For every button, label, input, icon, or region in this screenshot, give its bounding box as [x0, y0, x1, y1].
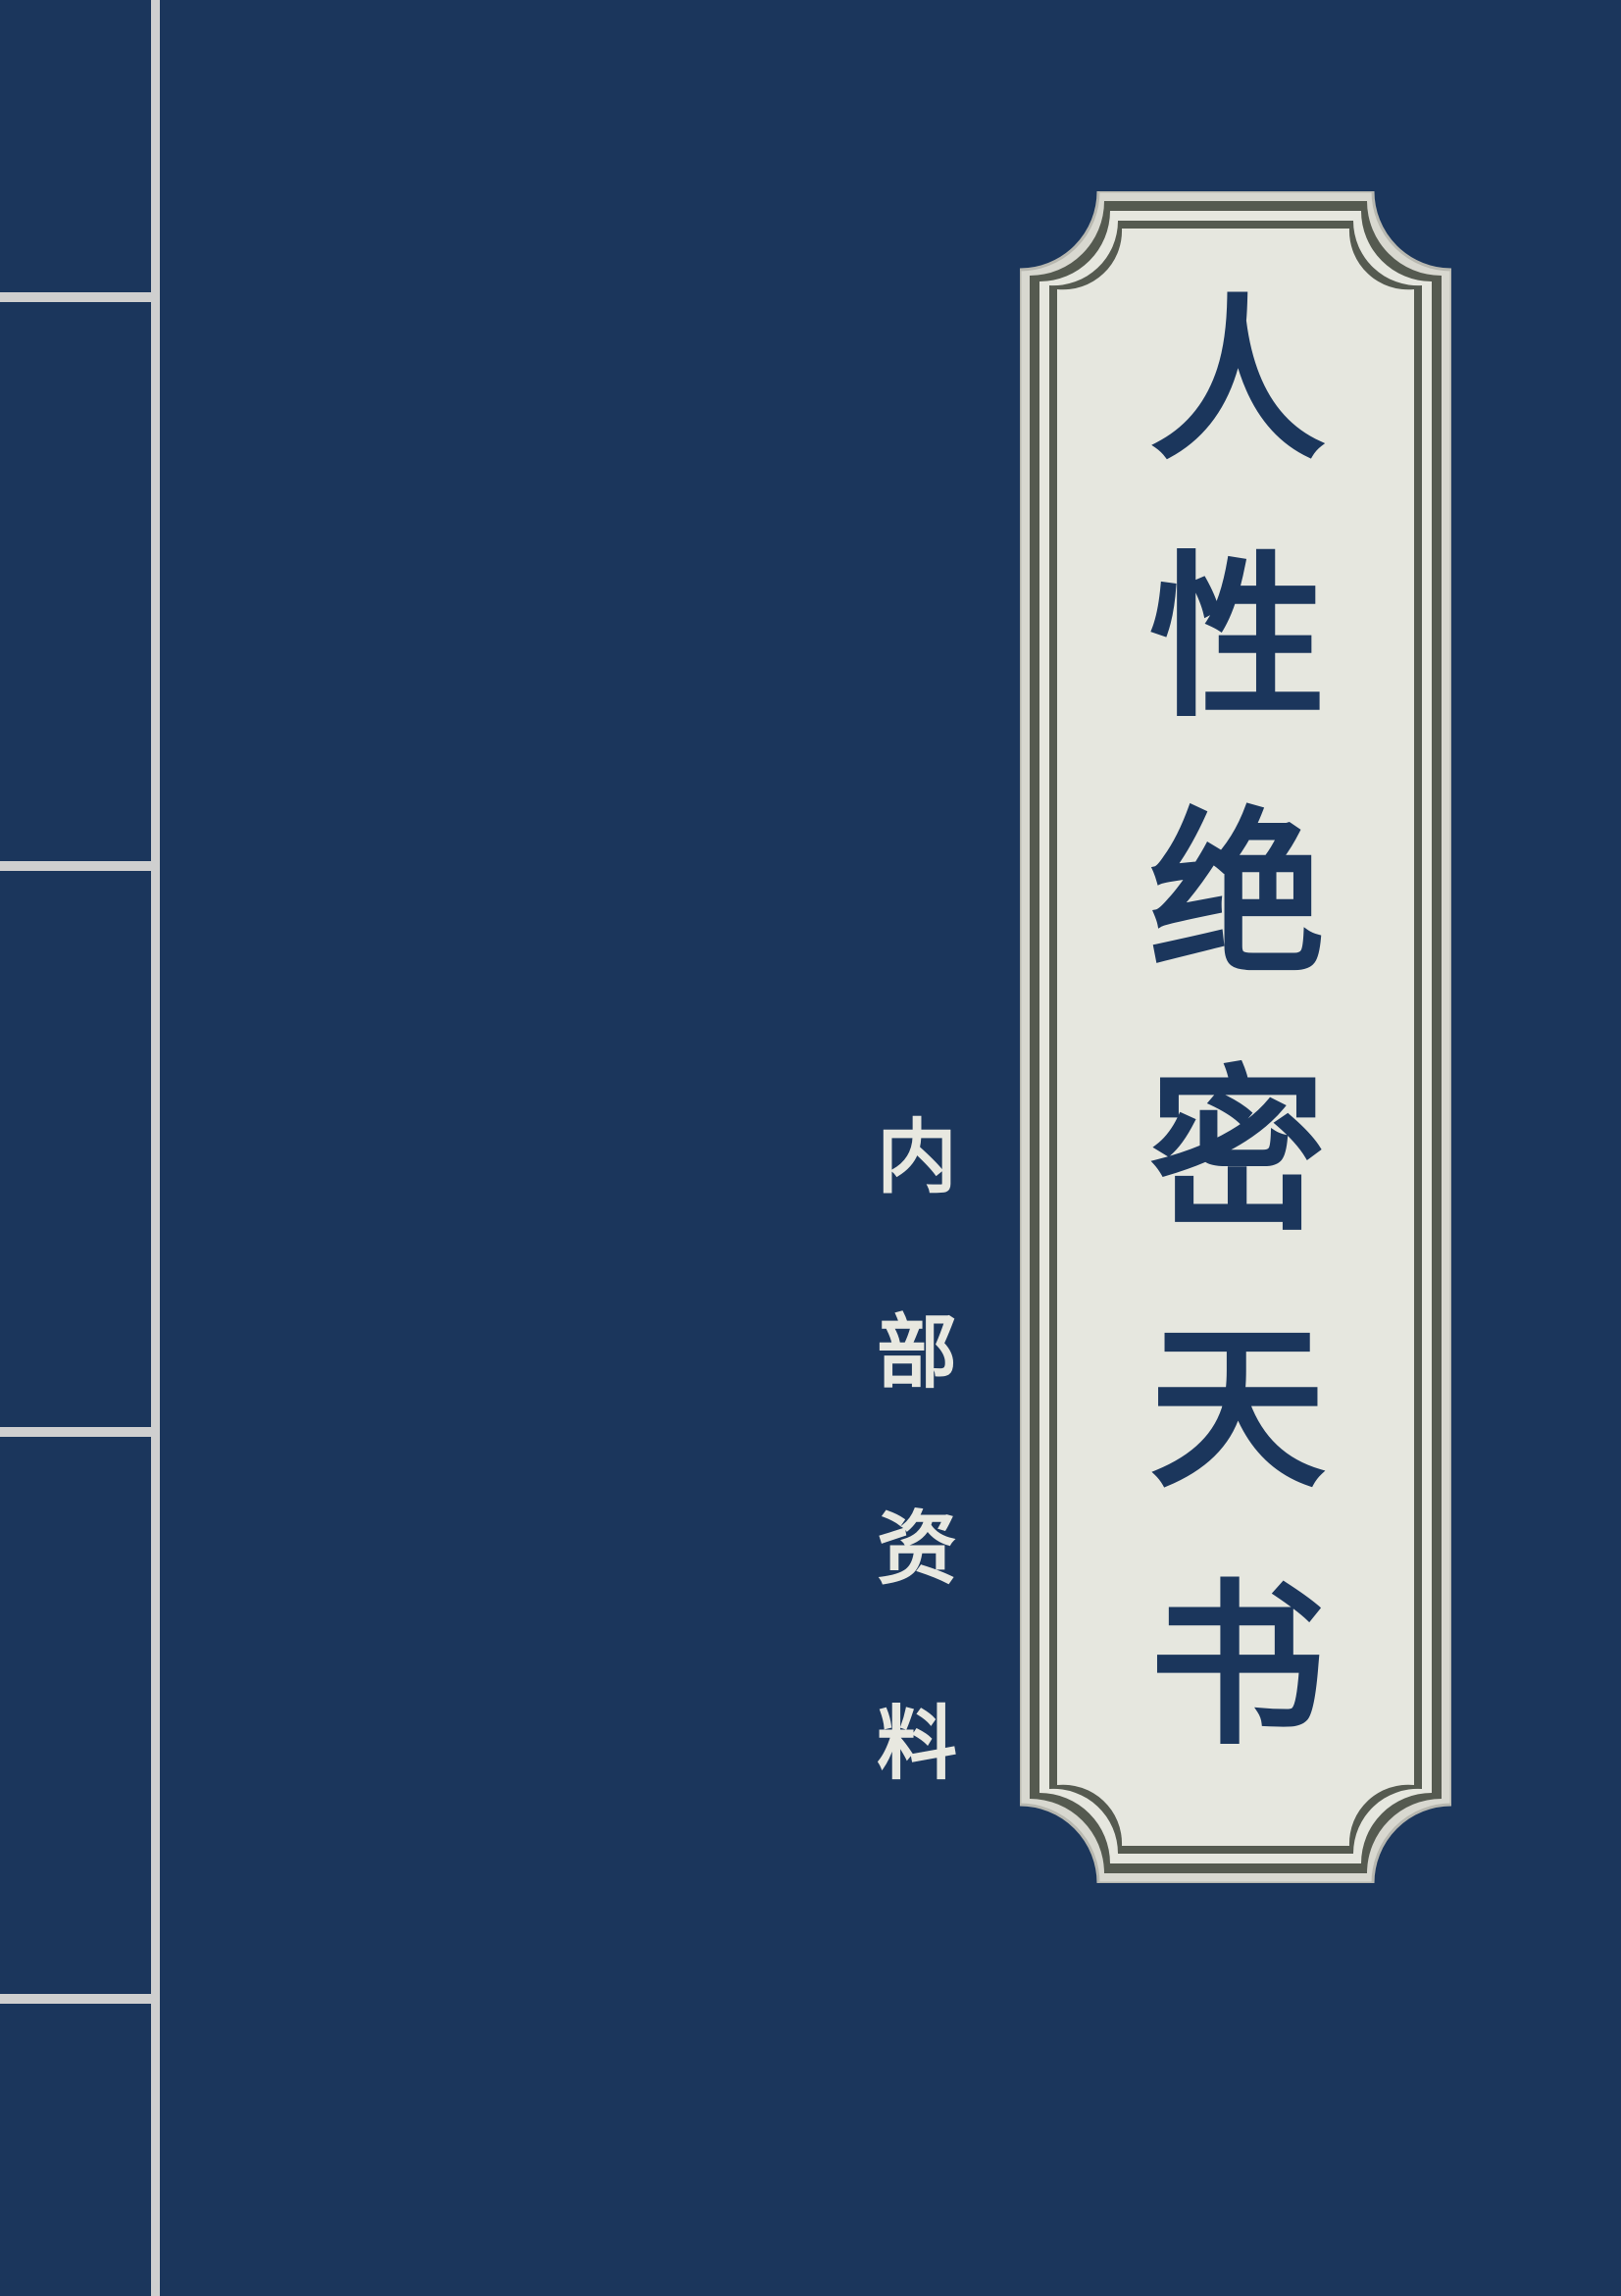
title-label-frame	[1020, 191, 1451, 1883]
title-char: 人	[1148, 280, 1326, 485]
title-char: 天	[1148, 1307, 1326, 1512]
binding-stitch	[0, 861, 155, 871]
subtitle-char: 部	[876, 1306, 957, 1401]
book-subtitle: 内 部 资 料	[863, 1118, 971, 1785]
binding-stitch	[0, 1427, 155, 1437]
title-char: 性	[1148, 536, 1326, 741]
binding-spine-line	[151, 0, 160, 2296]
binding-stitch	[0, 1994, 155, 2004]
title-char: 书	[1148, 1564, 1326, 1769]
book-title: 人 性 绝 密 天 书	[1098, 294, 1377, 1756]
title-char: 绝	[1148, 793, 1326, 998]
title-char: 密	[1148, 1050, 1326, 1255]
subtitle-char: 资	[876, 1502, 957, 1596]
subtitle-char: 料	[876, 1697, 957, 1791]
subtitle-char: 内	[876, 1111, 957, 1204]
binding-stitch	[0, 292, 155, 302]
